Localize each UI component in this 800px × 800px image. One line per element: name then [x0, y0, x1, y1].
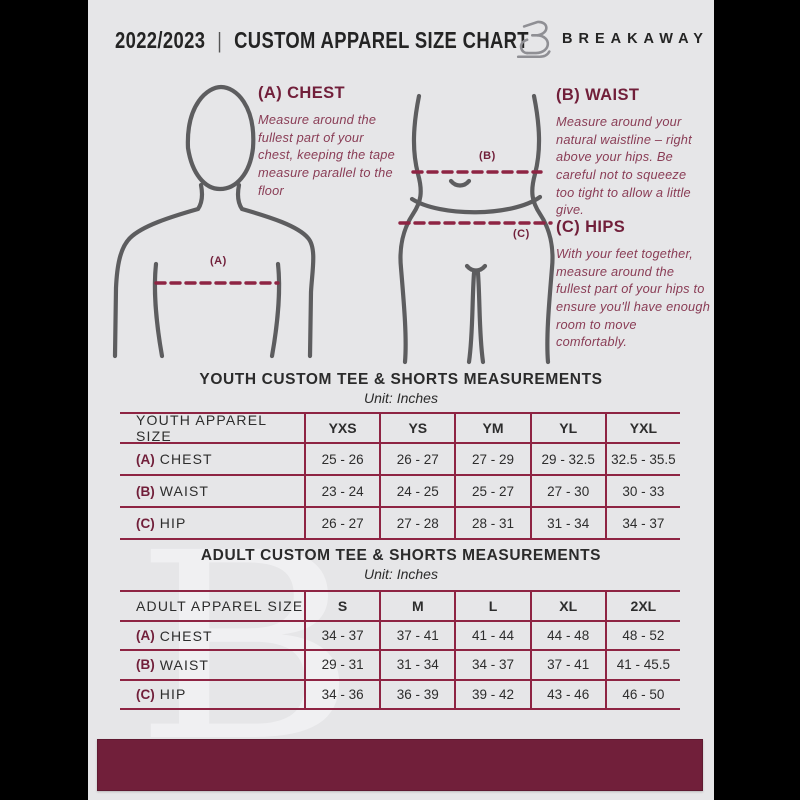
measurement-value-cell: 36 - 39 [379, 680, 454, 708]
size-column-header: XL [529, 592, 605, 620]
waist-guide: (B) WAIST Measure around your natural wa… [556, 86, 708, 219]
measurement-value-cell: 26 - 27 [304, 508, 379, 538]
measurement-value-cell: 26 - 27 [379, 444, 454, 474]
measurement-value-cell: 43 - 46 [529, 680, 605, 708]
chest-guide: (A) CHEST Measure around the fullest par… [258, 84, 400, 199]
measurement-value-cell: 37 - 41 [529, 651, 605, 679]
table-row: (C) HIP 26 - 27 27 - 28 28 - 31 31 - 34 34 - 3… [120, 506, 680, 538]
measurement-value-cell: 37 - 41 [379, 622, 454, 650]
youth-table-unit: Unit: Inches [364, 390, 438, 406]
measurement-value-cell: 30 - 33 [604, 476, 680, 506]
youth-table-title: YOUTH CUSTOM TEE & SHORTS MEASUREMENTS [199, 371, 603, 388]
brand-watermark-letter: B [134, 498, 358, 798]
measurement-value-cell: 29 - 32.5 [529, 444, 605, 474]
measurement-value-cell: 27 - 30 [529, 476, 605, 506]
brand-name: BREAKAWAY [562, 31, 709, 47]
size-column-header: YS [379, 414, 454, 442]
measurement-value-cell: 48 - 52 [604, 622, 680, 650]
size-column-header: YXS [304, 414, 379, 442]
measurement-value-cell: 39 - 42 [454, 680, 529, 708]
measurement-value-cell: 31 - 34 [379, 651, 454, 679]
measurement-value-cell: 24 - 25 [379, 476, 454, 506]
measurement-value-cell: 28 - 31 [454, 508, 529, 538]
title-divider: | [217, 28, 223, 54]
chest-guide-heading: (A) CHEST [258, 84, 346, 102]
measure-row-label: (C) HIP [136, 515, 187, 531]
adult-size-table: ADULT APPAREL SIZE S M L XL 2XL (A) CHEST 34 - 3… [120, 590, 680, 710]
waist-hips-figure [398, 93, 555, 365]
size-column-header: L [454, 592, 529, 620]
measurement-value-cell: 34 - 37 [304, 622, 379, 650]
table-header-row: ADULT APPAREL SIZE S M L XL 2XL [120, 590, 680, 620]
size-column-header: M [379, 592, 454, 620]
chest-marker-label: (A) [210, 255, 227, 267]
measurement-value-cell: 46 - 50 [604, 680, 680, 708]
measurement-value-cell: 23 - 24 [304, 476, 379, 506]
measure-row-label: (C) HIP [136, 686, 187, 703]
chest-torso-figure [112, 84, 316, 359]
adult-table-title: ADULT CUSTOM TEE & SHORTS MEASUREMENTS [200, 547, 602, 564]
measurement-value-cell: 41 - 44 [454, 622, 529, 650]
document-page: B 2022/2023 | CUSTOM APPAREL SIZE CHART … [88, 0, 714, 800]
adult-table-unit: Unit: Inches [364, 566, 438, 582]
measurement-value-cell: 34 - 37 [454, 651, 529, 679]
size-column-header: S [304, 592, 379, 620]
measurement-value-cell: 34 - 36 [304, 680, 379, 708]
table-row: (B) WAIST 23 - 24 24 - 25 25 - 27 27 - 30 30 -… [120, 474, 680, 506]
hips-guide: (C) HIPS With your feet together, measur… [556, 218, 711, 351]
measure-row-label: (A) CHEST [136, 627, 213, 644]
waist-guide-heading: (B) WAIST [556, 86, 640, 104]
page-title: CUSTOM APPAREL SIZE CHART [234, 28, 529, 54]
measure-row-label: (B) WAIST [136, 483, 210, 499]
measurement-value-cell: 29 - 31 [304, 651, 379, 679]
measure-row-label: (A) CHEST [136, 451, 213, 467]
measurement-value-cell: 44 - 48 [529, 622, 605, 650]
hips-guide-heading: (C) HIPS [556, 218, 626, 236]
hip-marker-label: (C) [513, 228, 530, 240]
measurement-value-cell: 25 - 27 [454, 476, 529, 506]
table-row: (A) CHEST 34 - 37 37 - 41 41 - 44 44 - 48 48 -… [120, 620, 680, 650]
size-column-header: YM [454, 414, 529, 442]
waist-marker-label: (B) [479, 150, 496, 162]
masthead: 2022/2023 | CUSTOM APPAREL SIZE CHART [115, 28, 529, 55]
chest-guide-text: Measure around the fullest part of your … [258, 112, 395, 198]
measurement-value-cell: 25 - 26 [304, 444, 379, 474]
youth-size-table: YOUTH APPAREL SIZE YXS YS YM YL YXL (A) CHEST 25… [120, 412, 680, 540]
season-label: 2022/2023 [115, 28, 206, 54]
measurement-value-cell: 27 - 29 [454, 444, 529, 474]
size-label-header: ADULT APPAREL SIZE [136, 598, 304, 614]
size-column-header: 2XL [604, 592, 680, 620]
measurement-value-cell: 34 - 37 [604, 508, 680, 538]
hips-guide-text: With your feet together, measure around … [556, 246, 711, 350]
brand-lockup: BREAKAWAY [516, 16, 709, 62]
table-row: (B) WAIST 29 - 31 31 - 34 34 - 37 37 - 41 41 -… [120, 649, 680, 679]
measure-row-label: (B) WAIST [136, 656, 210, 673]
measurement-value-cell: 27 - 28 [379, 508, 454, 538]
breakaway-b-logo-icon [516, 20, 551, 59]
measurement-value-cell: 31 - 34 [529, 508, 605, 538]
table-row: (C) HIP 34 - 36 36 - 39 39 - 42 43 - 46 46 - 5… [120, 678, 680, 708]
table-header-row: YOUTH APPAREL SIZE YXS YS YM YL YXL [120, 412, 680, 442]
size-column-header: YL [529, 414, 605, 442]
table-row: (A) CHEST 25 - 26 26 - 27 27 - 29 29 - 32.5 32… [120, 442, 680, 474]
measurement-value-cell: 41 - 45.5 [604, 651, 680, 679]
footer-accent-bar [97, 739, 703, 791]
measurement-value-cell: 32.5 - 35.5 [604, 444, 680, 474]
waist-guide-text: Measure around your natural waistline – … [556, 114, 692, 218]
size-column-header: YXL [604, 414, 680, 442]
size-label-header: YOUTH APPAREL SIZE [136, 414, 267, 442]
